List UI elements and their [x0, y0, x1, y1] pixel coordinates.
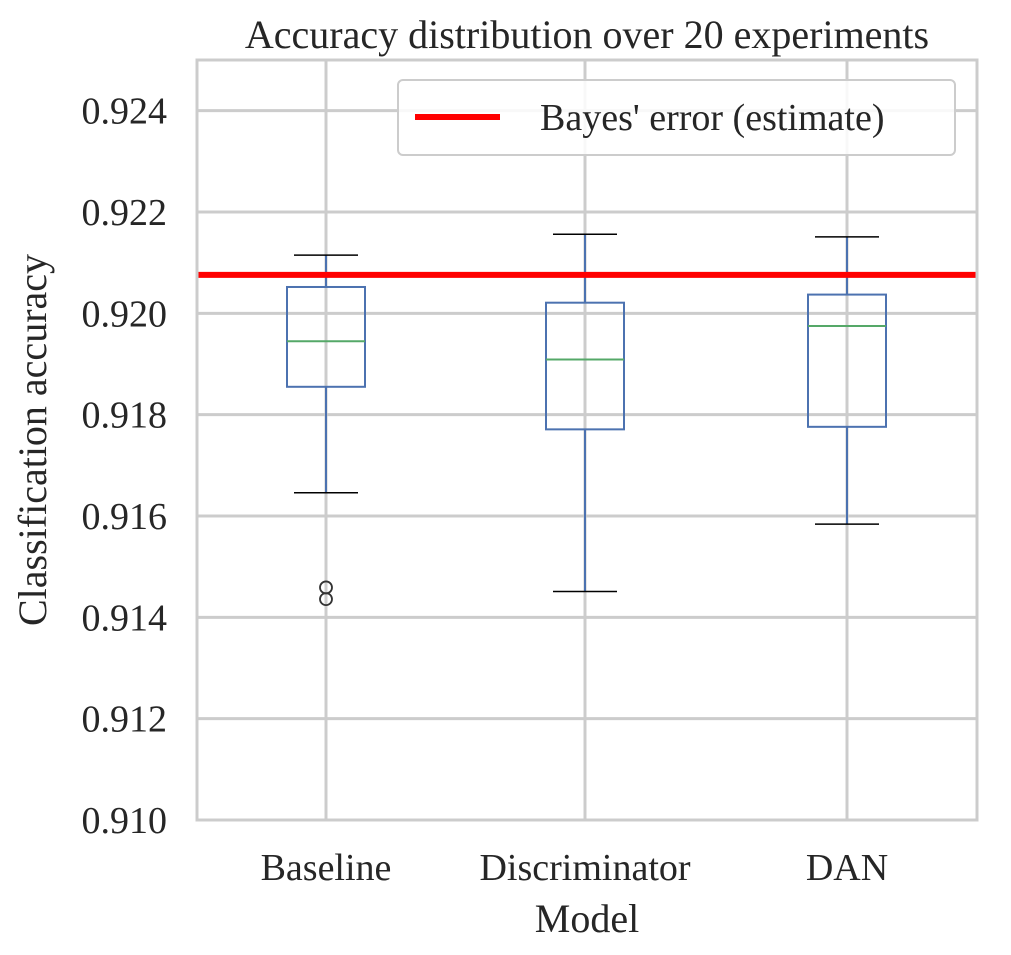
- y-tick-label: 0.918: [82, 395, 168, 437]
- legend-label: Bayes' error (estimate): [540, 97, 884, 139]
- grid-lines: [197, 60, 977, 822]
- y-tick-labels: 0.910 0.912 0.914 0.916 0.918 0.920 0.922 0.924: [82, 91, 168, 842]
- x-tick-label: Baseline: [261, 847, 392, 889]
- y-tick-label: 0.914: [82, 597, 168, 639]
- x-axis-label: Model: [535, 896, 639, 941]
- box-dan: [807, 236, 887, 525]
- y-tick-label: 0.922: [82, 192, 168, 234]
- y-axis-label: Classification accuracy: [10, 254, 55, 626]
- legend: Bayes' error (estimate): [397, 79, 956, 156]
- box-series: [286, 233, 887, 606]
- outlier-point: [319, 580, 333, 595]
- box-baseline: [286, 254, 366, 606]
- y-tick-label: 0.920: [82, 293, 168, 335]
- y-tick-label: 0.912: [82, 699, 168, 741]
- y-tick-label: 0.916: [82, 496, 168, 538]
- iqr-box: [807, 293, 887, 428]
- iqr-box: [286, 285, 366, 388]
- legend-box: [397, 79, 956, 156]
- x-tick-labels: Baseline Discriminator DAN: [261, 847, 889, 889]
- x-tick-label: Discriminator: [479, 847, 690, 889]
- iqr-box: [545, 301, 625, 431]
- chart-title: Accuracy distribution over 20 experiment…: [245, 12, 929, 57]
- y-tick-label: 0.910: [82, 800, 168, 842]
- y-tick-label: 0.924: [82, 91, 168, 133]
- x-tick-label: DAN: [806, 847, 888, 889]
- plot-frame: [195, 58, 979, 822]
- box-discriminator: [545, 233, 625, 593]
